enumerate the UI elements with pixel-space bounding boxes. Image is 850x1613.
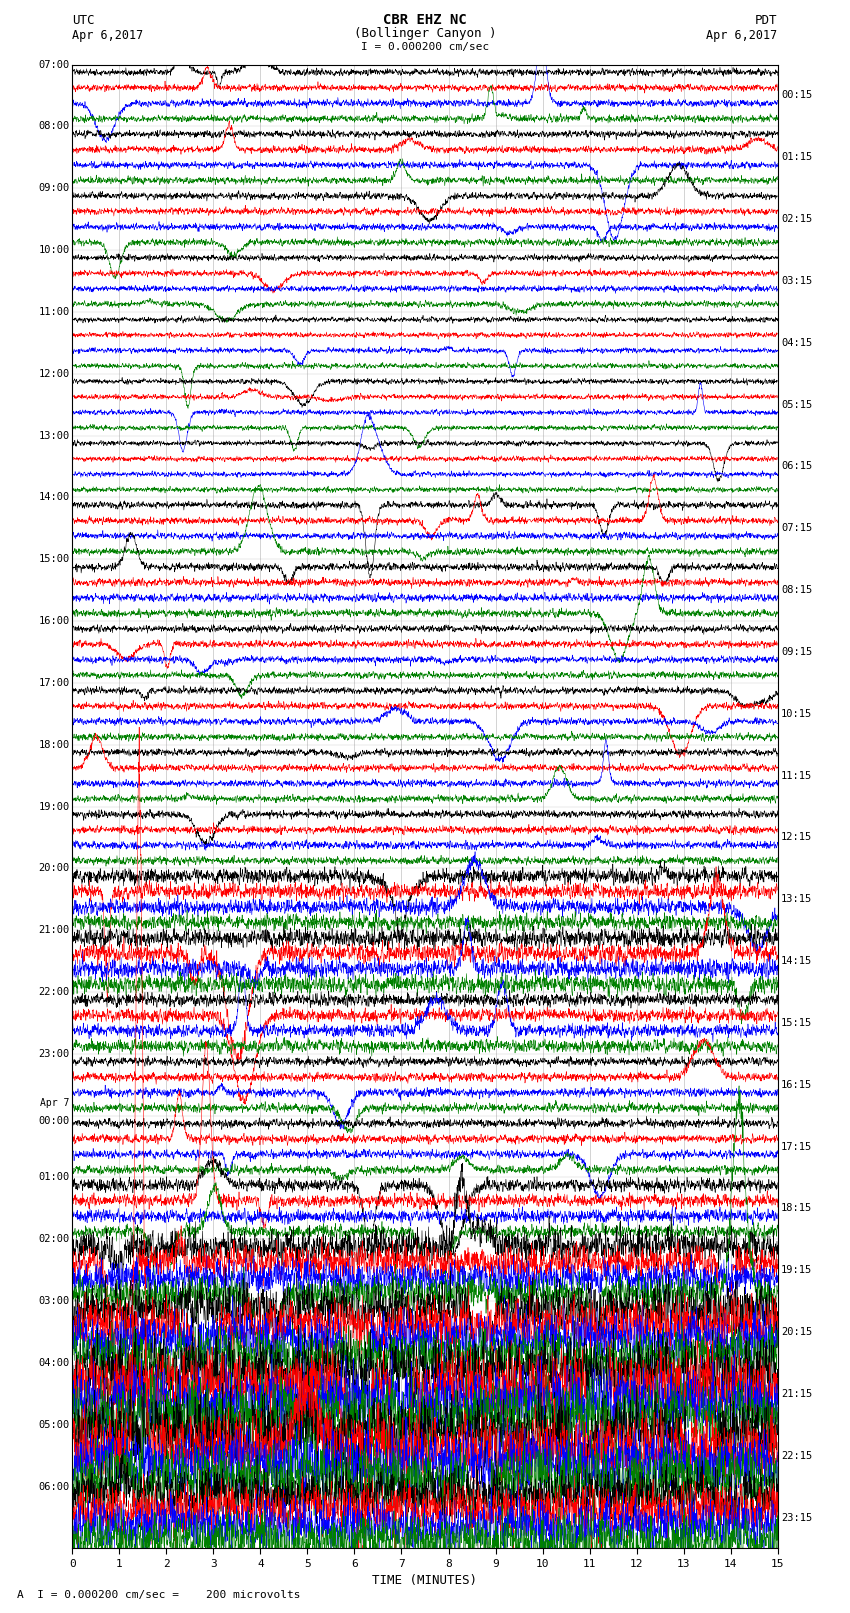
Text: 03:15: 03:15 [781,276,813,286]
Text: 18:15: 18:15 [781,1203,813,1213]
Text: 17:15: 17:15 [781,1142,813,1152]
Text: 12:15: 12:15 [781,832,813,842]
Text: 06:00: 06:00 [38,1482,70,1492]
Text: 01:15: 01:15 [781,152,813,163]
Text: Apr 6,2017: Apr 6,2017 [706,29,778,42]
Text: 23:00: 23:00 [38,1048,70,1058]
Text: 04:00: 04:00 [38,1358,70,1368]
Text: 12:00: 12:00 [38,369,70,379]
Text: 02:15: 02:15 [781,215,813,224]
Text: 16:15: 16:15 [781,1079,813,1090]
Text: 14:00: 14:00 [38,492,70,502]
Text: 10:00: 10:00 [38,245,70,255]
Text: 16:00: 16:00 [38,616,70,626]
Text: 05:00: 05:00 [38,1419,70,1429]
Text: Apr 6,2017: Apr 6,2017 [72,29,144,42]
Text: 09:15: 09:15 [781,647,813,656]
Text: 23:15: 23:15 [781,1513,813,1523]
Text: I = 0.000200 cm/sec: I = 0.000200 cm/sec [361,42,489,52]
Text: 19:00: 19:00 [38,802,70,811]
Text: 21:15: 21:15 [781,1389,813,1398]
Text: 00:15: 00:15 [781,90,813,100]
Text: 06:15: 06:15 [781,461,813,471]
Text: 00:00: 00:00 [38,1116,70,1126]
Text: 07:15: 07:15 [781,523,813,534]
Text: (Bollinger Canyon ): (Bollinger Canyon ) [354,27,496,40]
Text: 22:00: 22:00 [38,987,70,997]
Text: 13:15: 13:15 [781,894,813,905]
Text: 14:15: 14:15 [781,957,813,966]
Text: 20:00: 20:00 [38,863,70,873]
Text: 21:00: 21:00 [38,926,70,936]
Text: 19:15: 19:15 [781,1265,813,1276]
Text: 15:15: 15:15 [781,1018,813,1027]
Text: 17:00: 17:00 [38,677,70,687]
Text: 01:00: 01:00 [38,1173,70,1182]
Text: CBR EHZ NC: CBR EHZ NC [383,13,467,27]
X-axis label: TIME (MINUTES): TIME (MINUTES) [372,1574,478,1587]
Text: 09:00: 09:00 [38,184,70,194]
Text: 07:00: 07:00 [38,60,70,69]
Text: 02:00: 02:00 [38,1234,70,1244]
Text: 18:00: 18:00 [38,740,70,750]
Text: A  I = 0.000200 cm/sec =    200 microvolts: A I = 0.000200 cm/sec = 200 microvolts [17,1590,301,1600]
Text: 11:15: 11:15 [781,771,813,781]
Text: 04:15: 04:15 [781,337,813,348]
Text: 08:15: 08:15 [781,586,813,595]
Text: 15:00: 15:00 [38,555,70,565]
Text: PDT: PDT [756,15,778,27]
Text: 08:00: 08:00 [38,121,70,131]
Text: 13:00: 13:00 [38,431,70,440]
Text: 22:15: 22:15 [781,1450,813,1461]
Text: 10:15: 10:15 [781,708,813,719]
Text: Apr 7: Apr 7 [40,1097,70,1108]
Text: 05:15: 05:15 [781,400,813,410]
Text: 11:00: 11:00 [38,306,70,316]
Text: UTC: UTC [72,15,94,27]
Text: 03:00: 03:00 [38,1297,70,1307]
Text: 20:15: 20:15 [781,1327,813,1337]
